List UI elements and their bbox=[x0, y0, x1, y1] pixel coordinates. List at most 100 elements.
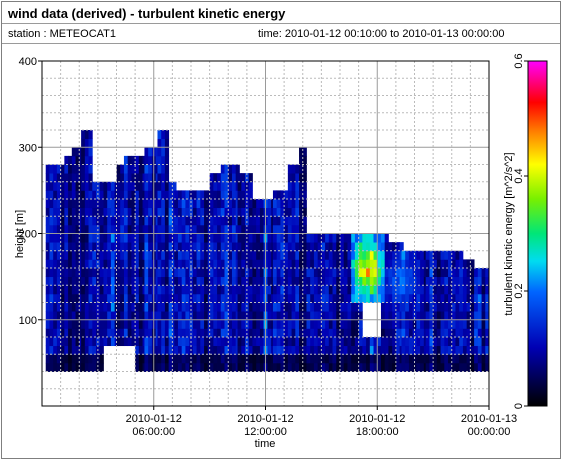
heatmap-cell bbox=[444, 311, 449, 321]
heatmap-cell bbox=[64, 199, 69, 209]
heatmap-cell bbox=[237, 216, 242, 226]
heatmap-cell bbox=[280, 293, 285, 303]
heatmap-cell bbox=[287, 242, 292, 252]
heatmap-cell bbox=[107, 293, 112, 303]
heatmap-cell bbox=[474, 285, 479, 295]
heatmap-cell bbox=[88, 199, 93, 209]
heatmap-cell bbox=[280, 250, 285, 260]
heatmap-cell bbox=[213, 181, 218, 191]
heatmap-cell bbox=[241, 328, 246, 338]
heatmap-cell bbox=[75, 181, 80, 191]
heatmap-cell bbox=[310, 242, 315, 252]
heatmap-cell bbox=[299, 147, 304, 157]
heatmap-cell bbox=[209, 354, 214, 364]
heatmap-cell bbox=[248, 268, 253, 278]
heatmap-cell bbox=[138, 233, 143, 243]
heatmap-cell bbox=[388, 319, 393, 329]
heatmap-cell bbox=[103, 328, 108, 338]
heatmap-cell bbox=[116, 276, 121, 286]
heatmap-cell bbox=[420, 311, 425, 321]
heatmap-cell bbox=[420, 328, 425, 338]
heatmap-cell bbox=[99, 285, 104, 295]
heatmap-cell bbox=[276, 242, 281, 252]
heatmap-cell bbox=[71, 224, 76, 234]
heatmap-cell bbox=[252, 354, 257, 364]
heatmap-cell bbox=[325, 311, 330, 321]
heatmap-cell bbox=[138, 259, 143, 269]
heatmap-cell bbox=[358, 311, 363, 321]
heatmap-cell bbox=[209, 199, 214, 209]
heatmap-cell bbox=[444, 259, 449, 269]
heatmap-cell bbox=[485, 328, 489, 338]
heatmap-cell bbox=[81, 276, 86, 286]
heatmap-cell bbox=[466, 354, 471, 364]
heatmap-cell bbox=[440, 319, 445, 329]
heatmap-cell bbox=[213, 268, 218, 278]
heatmap-cell bbox=[302, 354, 307, 364]
heatmap-cell bbox=[310, 328, 315, 338]
heatmap-cell bbox=[181, 328, 186, 338]
heatmap-cell bbox=[135, 293, 140, 303]
heatmap-cell bbox=[248, 337, 253, 347]
heatmap-cell bbox=[451, 250, 456, 260]
heatmap-cell bbox=[144, 337, 149, 347]
heatmap-cell bbox=[354, 354, 360, 364]
heatmap-cell bbox=[351, 233, 356, 243]
heatmap-cell bbox=[366, 276, 371, 286]
heatmap-cell bbox=[340, 250, 345, 260]
heatmap-cell bbox=[451, 362, 456, 372]
heatmap-cell bbox=[231, 337, 237, 347]
heatmap-cell bbox=[395, 285, 400, 295]
heatmap-cell bbox=[60, 319, 65, 329]
heatmap-cell bbox=[88, 130, 93, 140]
heatmap-cell bbox=[362, 354, 367, 364]
heatmap-cell bbox=[444, 285, 449, 295]
heatmap-cell bbox=[287, 250, 292, 260]
heatmap-cell bbox=[53, 354, 58, 364]
heatmap-cell bbox=[295, 199, 300, 209]
heatmap-cell bbox=[384, 276, 389, 286]
heatmap-cell bbox=[217, 328, 222, 338]
heatmap-cell bbox=[192, 354, 197, 364]
heatmap-cell bbox=[157, 173, 162, 183]
heatmap-cell bbox=[287, 199, 292, 209]
heatmap-cell bbox=[107, 302, 112, 312]
heatmap-cell bbox=[60, 328, 65, 338]
heatmap-cell bbox=[81, 328, 86, 338]
heatmap-cell bbox=[103, 181, 108, 191]
heatmap-cell bbox=[237, 276, 242, 286]
heatmap-cell bbox=[71, 345, 76, 355]
heatmap-cell bbox=[425, 337, 430, 347]
heatmap-cell bbox=[459, 259, 464, 269]
heatmap-cell bbox=[313, 302, 319, 312]
heatmap-cell bbox=[425, 259, 430, 269]
heatmap-cell bbox=[157, 276, 162, 286]
heatmap-cell bbox=[302, 216, 307, 226]
heatmap-cell bbox=[185, 276, 190, 286]
heatmap-cell bbox=[196, 268, 201, 278]
heatmap-cell bbox=[45, 311, 50, 321]
heatmap-cell bbox=[64, 259, 69, 269]
heatmap-cell bbox=[459, 345, 464, 355]
heatmap-cell bbox=[71, 293, 76, 303]
heatmap-cell bbox=[388, 345, 393, 355]
heatmap-cell bbox=[164, 130, 170, 140]
heatmap-cell bbox=[401, 268, 406, 278]
heatmap-cell bbox=[321, 354, 326, 364]
heatmap-cell bbox=[177, 276, 183, 286]
heatmap-cell bbox=[71, 155, 76, 165]
heatmap-cell bbox=[302, 173, 307, 183]
heatmap-cell bbox=[425, 311, 430, 321]
heatmap-cell bbox=[213, 242, 218, 252]
heatmap-cell bbox=[321, 250, 326, 260]
heatmap-cell bbox=[120, 311, 125, 321]
heatmap-cell bbox=[448, 250, 453, 260]
heatmap-cell bbox=[358, 362, 363, 372]
heatmap-cell bbox=[295, 173, 300, 183]
heatmap-cell bbox=[45, 337, 50, 347]
heatmap-cell bbox=[110, 328, 116, 338]
heatmap-cell bbox=[412, 328, 417, 338]
heatmap-cell bbox=[60, 259, 65, 269]
heatmap-cell bbox=[192, 345, 197, 355]
heatmap-cell bbox=[380, 328, 386, 338]
